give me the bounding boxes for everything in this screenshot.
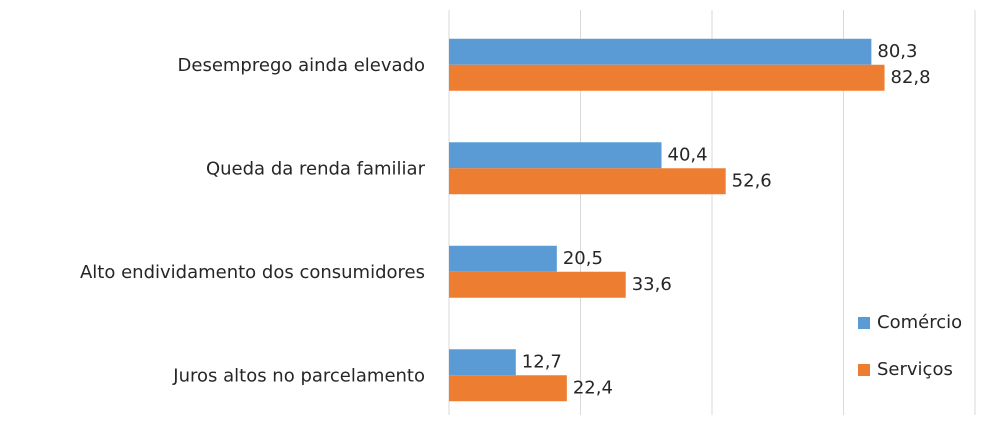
bar xyxy=(449,271,626,298)
data-label: 52,6 xyxy=(732,170,772,191)
bar xyxy=(449,142,662,169)
legend-swatch xyxy=(858,317,870,329)
data-label: 12,7 xyxy=(522,351,562,372)
data-label: 82,8 xyxy=(891,67,931,88)
legend-label: Serviços xyxy=(877,359,953,380)
bar xyxy=(449,168,726,195)
bar xyxy=(449,375,567,402)
bar xyxy=(449,349,516,376)
data-label: 40,4 xyxy=(668,144,708,165)
data-label: 22,4 xyxy=(573,377,613,398)
data-label: 20,5 xyxy=(563,248,603,269)
bar xyxy=(449,64,885,91)
legend-swatch xyxy=(858,364,870,376)
legend-label: Comércio xyxy=(877,312,962,333)
y-tick-label: Juros altos no parcelamento xyxy=(172,365,425,386)
data-label: 33,6 xyxy=(632,274,672,295)
y-tick-label: Queda da renda familiar xyxy=(206,158,426,179)
y-tick-label: Alto endividamento dos consumidores xyxy=(80,262,425,283)
y-tick-label: Desemprego ainda elevado xyxy=(178,55,425,76)
bar xyxy=(449,245,557,272)
bar xyxy=(449,38,872,65)
data-label: 80,3 xyxy=(877,41,917,62)
